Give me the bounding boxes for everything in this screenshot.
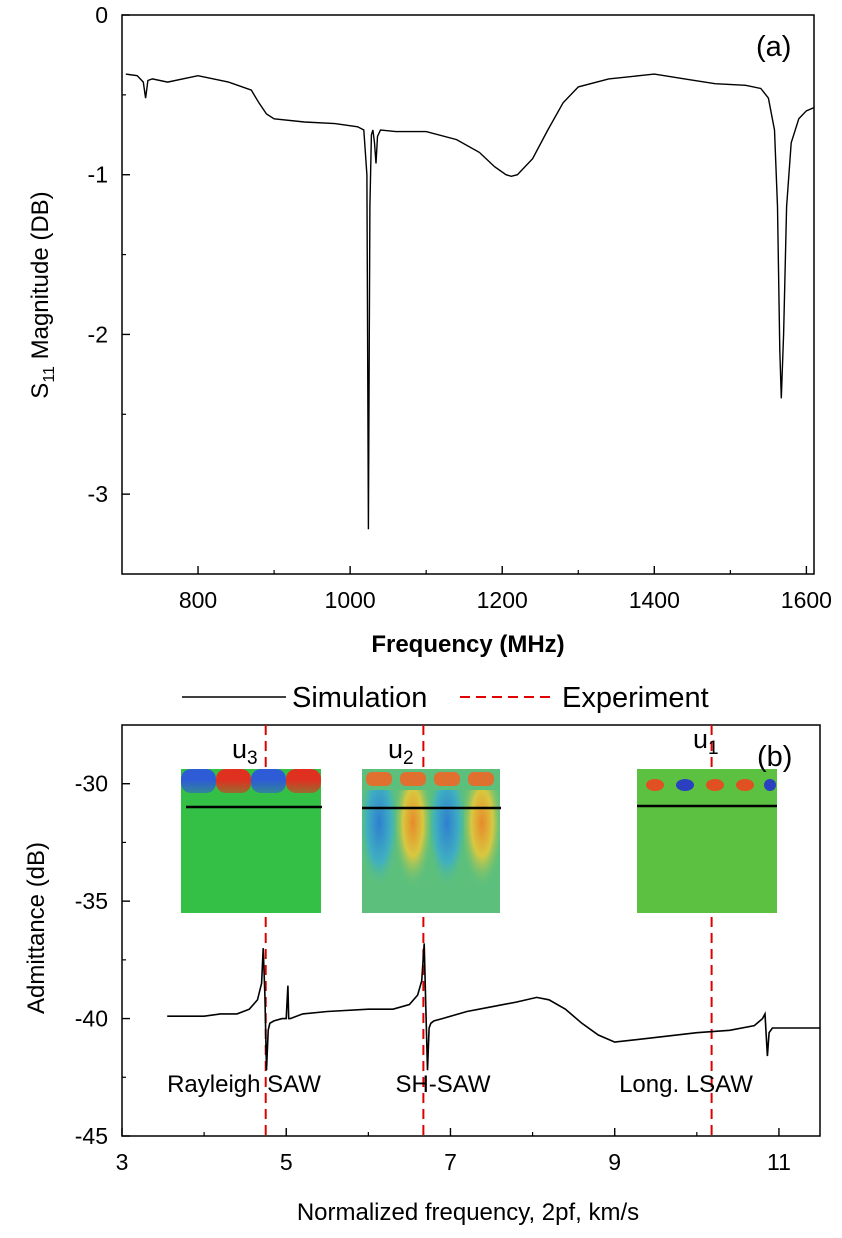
inset-u1-label-sub: 1	[708, 738, 719, 759]
legend-b: Simulation Experiment	[182, 682, 709, 714]
inset-u2-label-main: u	[388, 734, 403, 764]
inset-u2-top-2	[400, 772, 426, 786]
y-ticks-a: 0 -1 -2 -3	[88, 2, 130, 507]
mode-label-long-lsaw: Long. LSAW	[619, 1071, 753, 1098]
inset-u1-bulk	[637, 769, 777, 913]
inset-u2-label: u2	[388, 734, 414, 769]
y-tick-label: -45	[75, 1123, 108, 1149]
x-ticks-b: 3 5 7 9 11	[116, 1128, 791, 1175]
y-ticks-b: -30 -35 -40 -45	[75, 771, 130, 1149]
inset-u1-blob-5	[764, 779, 776, 791]
y-tick-label: 0	[95, 2, 108, 28]
inset-u1: u1	[637, 724, 777, 913]
simulation-series-line	[167, 943, 820, 1071]
y-axis-title-a-sub: 11	[41, 366, 58, 383]
x-ticks-a: 800 1000 1200 1400 1600	[179, 566, 832, 613]
panel-b: 3 5 7 9 11 -30-35-40-45 u3	[23, 724, 821, 1226]
inset-u1-label: u1	[693, 724, 719, 759]
legend-simulation-label: Simulation	[292, 682, 427, 714]
y-axis-title-b: Admittance (dB)	[23, 842, 50, 1014]
inset-u3-label-main: u	[232, 734, 247, 764]
inset-u2-col-3	[430, 790, 464, 900]
panel-a: 800 1000 1200 1400 1600 0 -1 -2 -3 (a) Frequenc…	[27, 2, 832, 658]
y-axis-title-a: S11 Magnitude (DB)	[27, 191, 58, 398]
y-tick-label: -35	[75, 888, 108, 914]
inset-u1-blob-4	[736, 779, 754, 791]
x-tick-label: 1200	[477, 587, 528, 613]
x-tick-label: 800	[179, 587, 217, 613]
inset-u2-col-4	[464, 790, 500, 900]
s11-series-line	[125, 73, 815, 530]
y-tick-label: -3	[88, 481, 108, 507]
mode-label-sh-saw: SH-SAW	[395, 1071, 490, 1098]
x-axis-title-a: Frequency (MHz)	[371, 631, 564, 658]
inset-u2-col-1	[362, 790, 396, 900]
inset-u2-top-3	[434, 772, 460, 786]
panel-label-a: (a)	[756, 31, 791, 63]
y-tick-label: -2	[88, 321, 108, 347]
y-tick-label: -30	[75, 771, 108, 797]
y-tick-label: -40	[75, 1006, 108, 1032]
inset-u2-top-1	[366, 772, 392, 786]
panel-label-b: (b)	[757, 741, 792, 773]
inset-u2: u2	[362, 734, 501, 913]
x-tick-label: 1400	[629, 587, 680, 613]
inset-u3-label-sub: 3	[247, 748, 258, 769]
inset-u2-col-2	[396, 790, 430, 900]
y-tick-label: -1	[88, 162, 108, 188]
inset-u3-fade	[181, 780, 321, 810]
inset-u2-top-4	[468, 772, 494, 786]
x-tick-label: 9	[608, 1149, 621, 1175]
inset-u3-label: u3	[232, 734, 258, 769]
plot-area-a	[121, 14, 815, 575]
x-tick-label: 3	[116, 1149, 129, 1175]
inset-u3: u3	[181, 734, 322, 913]
x-tick-label: 1600	[781, 587, 832, 613]
mode-label-rayleigh: Rayleigh SAW	[167, 1071, 321, 1098]
x-tick-label: 1000	[325, 587, 376, 613]
legend-experiment-label: Experiment	[562, 682, 709, 714]
inset-u1-blob-3	[706, 779, 724, 791]
x-tick-label: 7	[444, 1149, 457, 1175]
x-tick-label: 5	[280, 1149, 293, 1175]
inset-u2-label-sub: 2	[403, 748, 414, 769]
inset-u1-label-main: u	[693, 724, 708, 754]
y-axis-title-a-rest: Magnitude (DB)	[27, 191, 54, 366]
y-axis-title-a-main: S	[27, 383, 54, 399]
inset-u1-blob-1	[646, 779, 664, 791]
inset-u1-blob-2	[676, 779, 694, 791]
x-axis-title-b: Normalized frequency, 2pf, km/s	[297, 1199, 639, 1226]
plot-area-b	[121, 724, 821, 1137]
x-tick-label: 11	[767, 1149, 791, 1175]
